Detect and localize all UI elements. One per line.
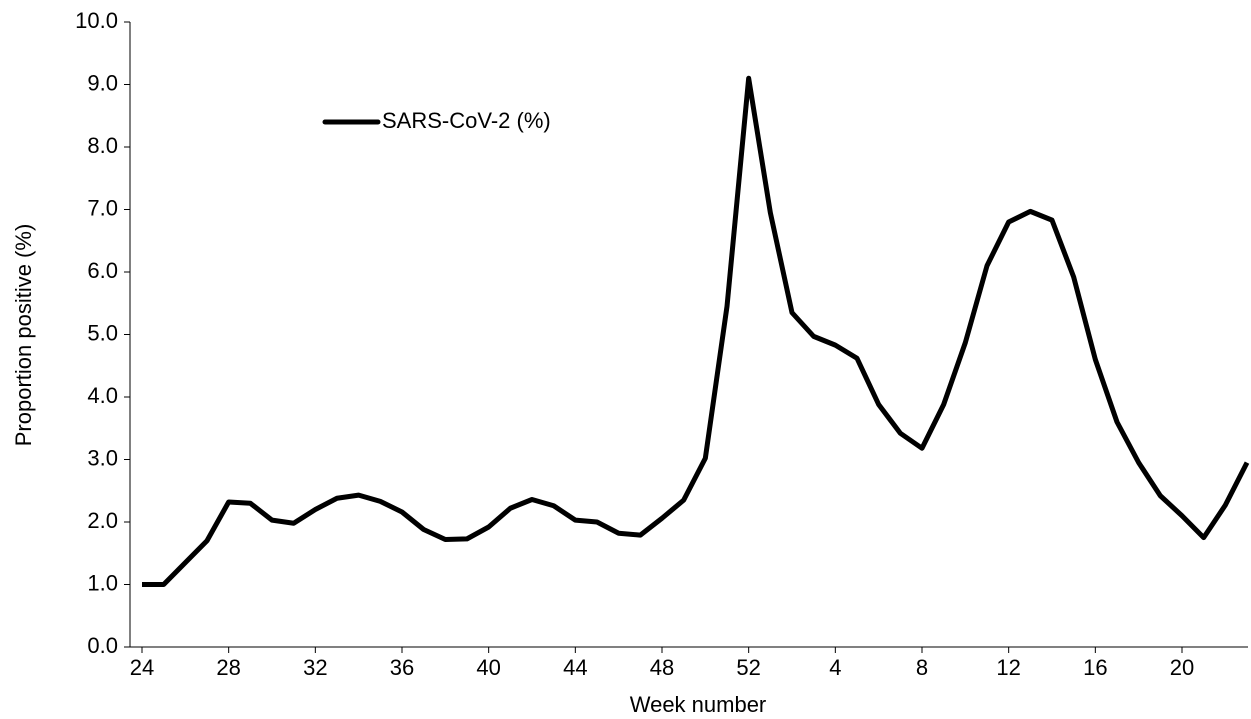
x-tick-label: 16: [1083, 655, 1107, 680]
x-tick-label: 44: [563, 655, 587, 680]
data-line: [142, 75, 1250, 587]
y-tick-label: 0.0: [87, 633, 118, 658]
y-tick-label: 9.0: [87, 70, 118, 95]
x-tick-label: 32: [303, 655, 327, 680]
y-tick-label: 2.0: [87, 508, 118, 533]
y-tick-label: 1.0: [87, 570, 118, 595]
x-tick-label: 40: [476, 655, 500, 680]
x-tick-label: 12: [996, 655, 1020, 680]
x-tick-label: 36: [390, 655, 414, 680]
x-tick-label: 24: [130, 655, 154, 680]
y-axis-label: Proportion positive (%): [11, 224, 36, 447]
y-tick-label: 10.0: [75, 8, 118, 33]
x-tick-label: 28: [216, 655, 240, 680]
x-tick-label: 52: [736, 655, 760, 680]
y-tick-label: 6.0: [87, 258, 118, 283]
y-tick-label: 7.0: [87, 195, 118, 220]
x-tick-label: 48: [650, 655, 674, 680]
legend-label: SARS-CoV-2 (%): [382, 108, 551, 133]
x-axis-label: Week number: [630, 692, 767, 717]
y-tick-label: 3.0: [87, 445, 118, 470]
y-tick-label: 5.0: [87, 320, 118, 345]
x-tick-label: 20: [1170, 655, 1194, 680]
x-tick-label: 8: [916, 655, 928, 680]
y-tick-label: 8.0: [87, 133, 118, 158]
y-tick-label: 4.0: [87, 383, 118, 408]
x-tick-label: 4: [829, 655, 841, 680]
